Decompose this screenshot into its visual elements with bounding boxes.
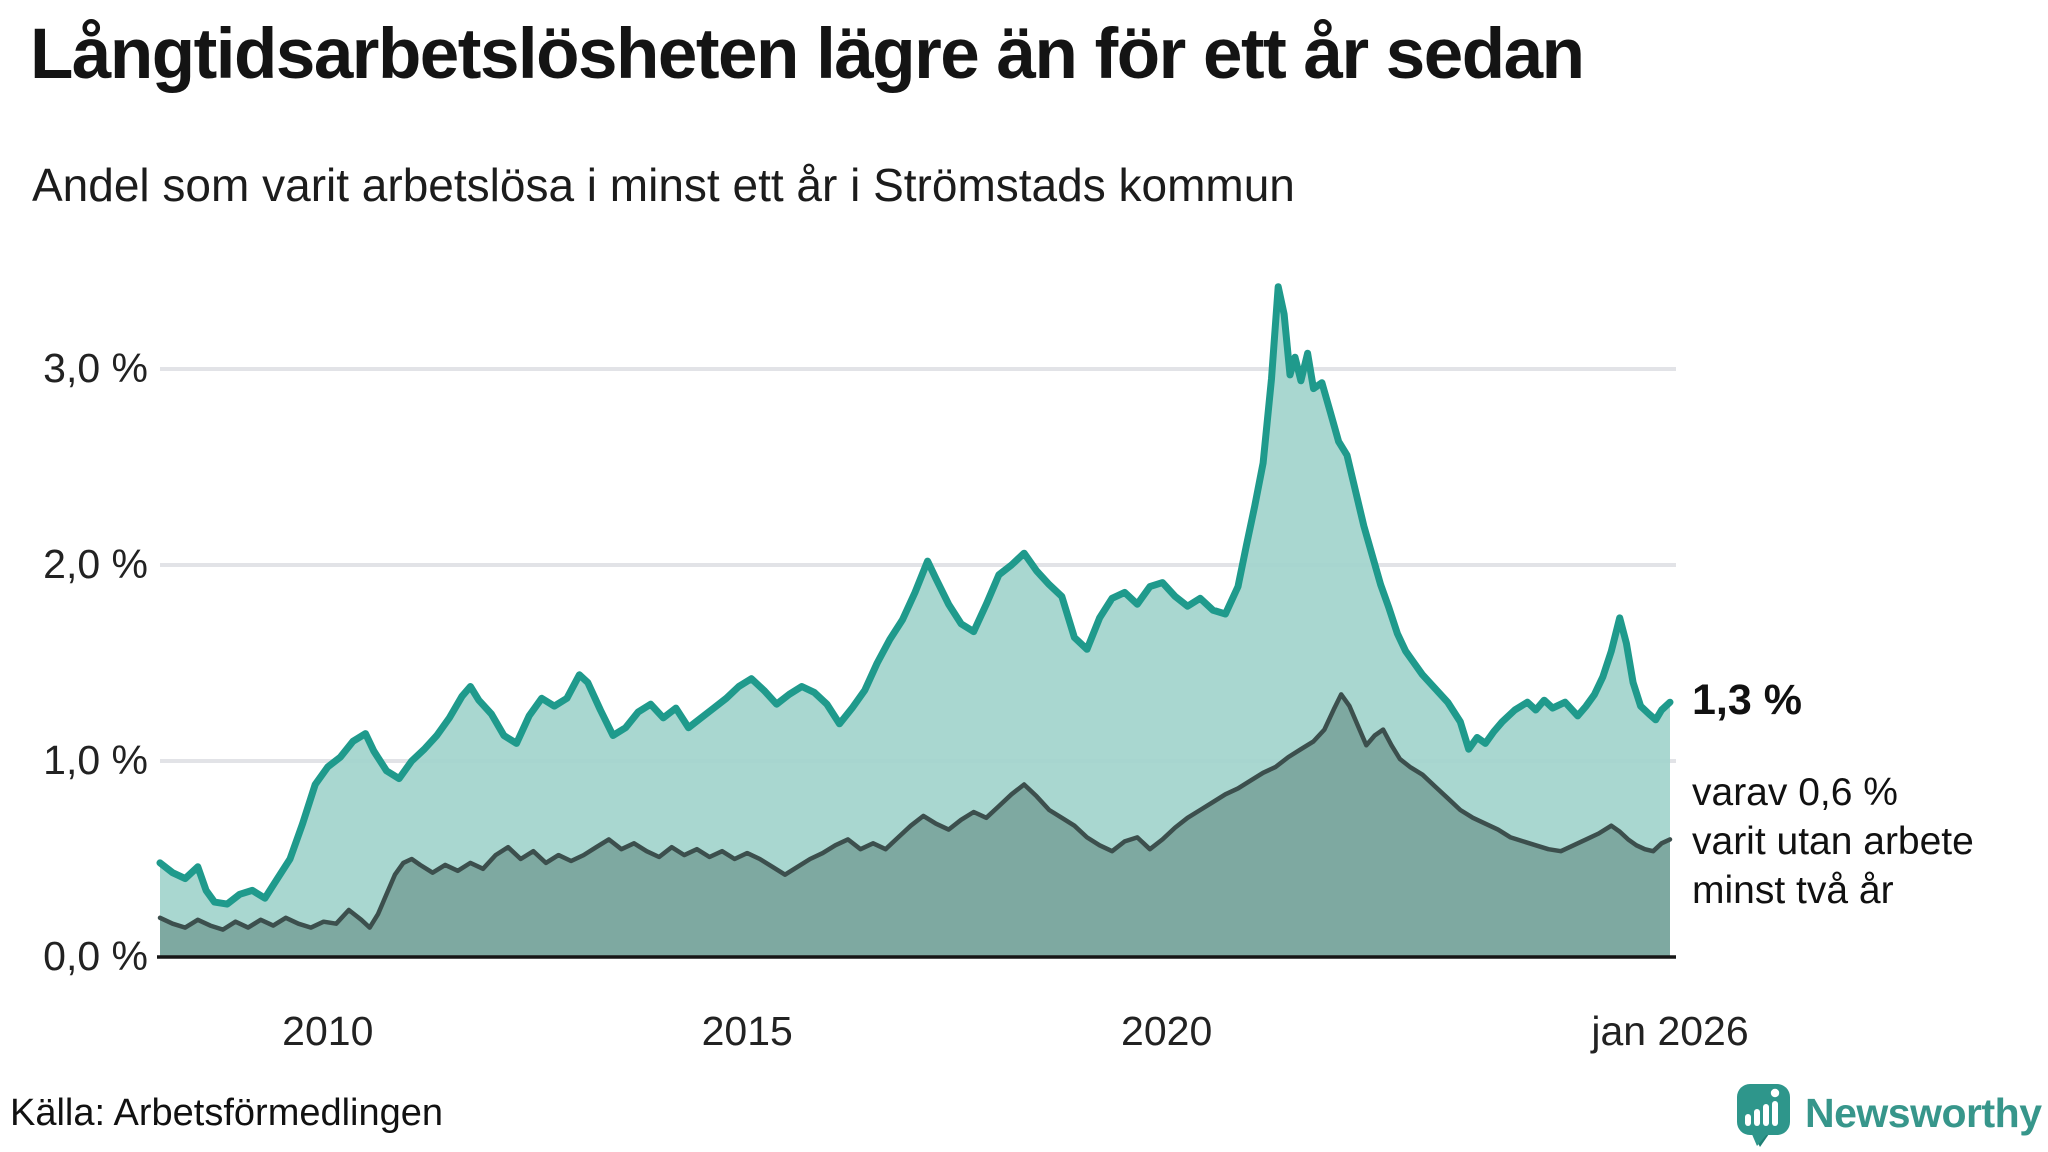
secondary-annotation-line1: varav 0,6 % [1692, 771, 1898, 814]
source-credit: Källa: Arbetsförmedlingen [10, 1092, 444, 1134]
latest-value-label: 1,3 % [1692, 676, 1802, 724]
line-one-year [156, 283, 1674, 908]
y-axis-label: 1,0 % [43, 737, 148, 783]
x-axis-label: 2010 [282, 1008, 374, 1054]
secondary-annotation: varav 0,6 % varit utan arbete minst två … [1692, 768, 1974, 915]
y-axis-label: 3,0 % [43, 345, 148, 391]
y-axis-label: 2,0 % [43, 541, 148, 587]
newsworthy-bubble-icon [1737, 1084, 1790, 1147]
secondary-annotation-line3: minst två år [1692, 869, 1894, 912]
secondary-annotation-line2: varit utan arbete [1692, 820, 1974, 863]
area-fill-two-years [160, 694, 1670, 957]
brand-logo: Newsworthy [1735, 1082, 2042, 1150]
page-subtitle: Andel som varit arbetslösa i minst ett å… [32, 159, 1295, 211]
x-axis-label: 2020 [1121, 1008, 1213, 1054]
y-axis-label: 0,0 % [43, 933, 148, 979]
brand-name: Newsworthy [1805, 1090, 2042, 1136]
x-axis-label: 2015 [701, 1008, 793, 1054]
x-axis-label: jan 2026 [1591, 1008, 1749, 1054]
line-two-years [157, 692, 1673, 932]
page-title: Långtidsarbetslösheten lägre än för ett … [30, 15, 1585, 94]
